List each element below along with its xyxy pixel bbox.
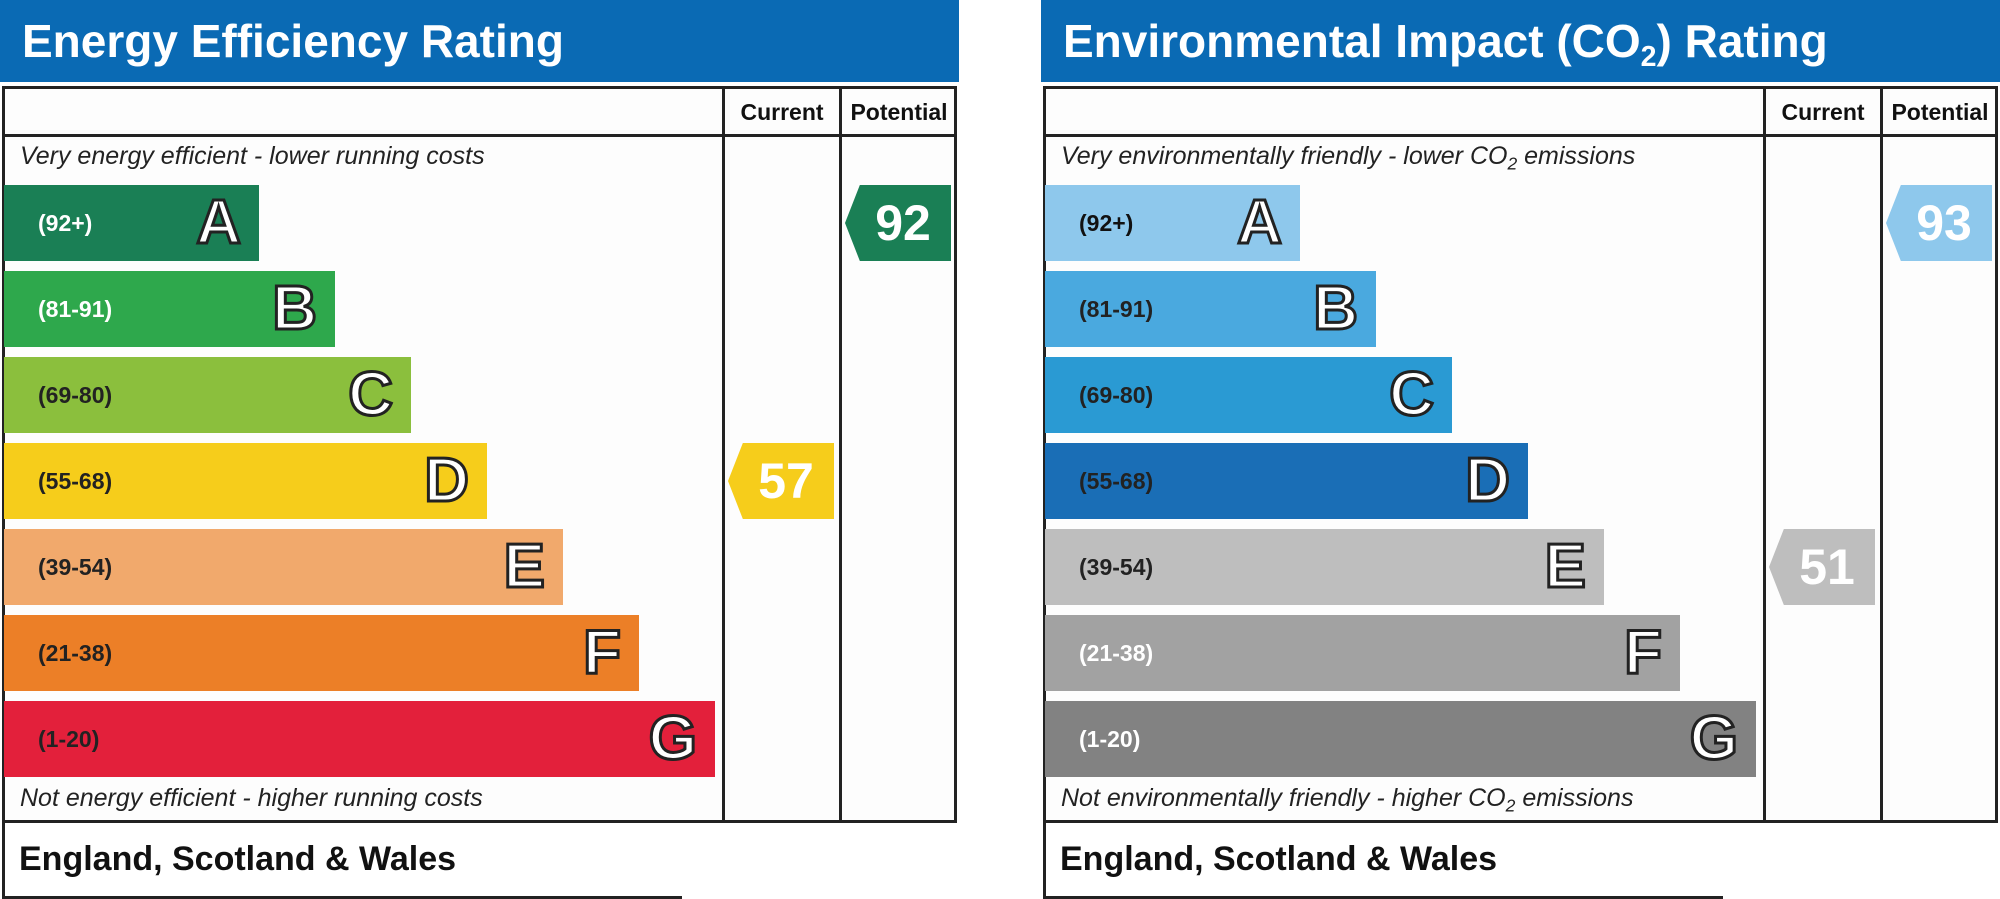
band-c: (69-80) C: [1045, 357, 1452, 433]
chart-title: Environmental Impact (CO2) Rating: [1041, 0, 2000, 82]
band-letter-label: G: [1688, 703, 1739, 775]
current-column-header: Current: [740, 99, 824, 125]
band-letter-label: A: [1236, 187, 1284, 259]
band-letter-label: F: [1623, 617, 1664, 689]
top-note-text: Very environmentally friendly - lower CO: [1061, 142, 1508, 170]
band-range-label: (69-80): [1079, 382, 1154, 408]
band-letter-label: C: [347, 359, 395, 431]
bottom-note: Not energy efficient - higher running co…: [20, 784, 483, 812]
potential-rating-marker: 92: [845, 185, 951, 261]
potential-column-header: Potential: [1891, 99, 1989, 125]
header-divider: [1043, 134, 1998, 137]
title-text: Environmental Impact (CO: [1063, 15, 1641, 67]
band-letter-label: G: [647, 703, 698, 775]
band-c: (69-80) C: [4, 357, 411, 433]
potential-column-divider: [1880, 86, 1883, 823]
top-note: Very environmentally friendly - lower CO…: [1061, 142, 1636, 174]
band-letter-label: E: [502, 531, 546, 603]
band-a: (92+) A: [4, 185, 259, 261]
band-range-label: (55-68): [38, 468, 113, 494]
band-range-label: (81-91): [1079, 296, 1154, 322]
band-b: (81-91) B: [1045, 271, 1376, 347]
band-letter-label: F: [582, 617, 623, 689]
band-range-label: (1-20): [1079, 726, 1141, 752]
potential-rating-marker: 93: [1886, 185, 1992, 261]
current-rating-marker: 51: [1769, 529, 1875, 605]
top-note: Very energy efficient - lower running co…: [20, 142, 485, 170]
band-g: (1-20) G: [1045, 701, 1756, 777]
band-range-label: (39-54): [38, 554, 113, 580]
bottom-note-subscript: 2: [1505, 795, 1516, 816]
band-range-label: (21-38): [1079, 640, 1154, 666]
bottom-note-suffix: emissions: [1515, 784, 1634, 812]
band-range-label: (81-91): [38, 296, 113, 322]
band-e: (39-54) E: [4, 529, 563, 605]
footer-box: England, Scotland & Wales: [2, 823, 682, 899]
band-d: (55-68) D: [1045, 443, 1528, 519]
band-range-label: (69-80): [38, 382, 113, 408]
band-letter-label: D: [423, 445, 471, 517]
band-letter-label: A: [195, 187, 243, 259]
band-b: (81-91) B: [4, 271, 335, 347]
header-divider: [2, 134, 957, 137]
band-letter-label: D: [1464, 445, 1512, 517]
current-rating-marker: 57: [728, 443, 834, 519]
band-range-label: (1-20): [38, 726, 100, 752]
top-note-subscript: 2: [1507, 153, 1518, 174]
band-letter-label: B: [271, 273, 319, 345]
bottom-note: Not environmentally friendly - higher CO…: [1061, 784, 1634, 816]
region-label: England, Scotland & Wales: [1060, 840, 1498, 878]
chart-title: Energy Efficiency Rating: [0, 0, 959, 82]
band-letter-label: B: [1312, 273, 1360, 345]
band-range-label: (55-68): [1079, 468, 1154, 494]
band-letter-label: E: [1543, 531, 1587, 603]
footer-box: England, Scotland & Wales: [1043, 823, 1723, 899]
band-range-label: (92+): [1079, 210, 1134, 236]
potential-column-header: Potential: [850, 99, 948, 125]
band-range-label: (39-54): [1079, 554, 1154, 580]
band-d: (55-68) D: [4, 443, 487, 519]
region-label: England, Scotland & Wales: [19, 840, 457, 878]
top-note-suffix: emissions: [1517, 142, 1636, 170]
potential-column-divider: [839, 86, 842, 823]
band-e: (39-54) E: [1045, 529, 1604, 605]
environmental-impact-chart: Environmental Impact (CO2) Rating Curren…: [1041, 0, 2000, 899]
current-column-divider: [1763, 86, 1766, 823]
energy-efficiency-chart: Energy Efficiency Rating Current Potenti…: [0, 0, 959, 899]
current-column-header: Current: [1781, 99, 1865, 125]
band-g: (1-20) G: [4, 701, 715, 777]
band-a: (92+) A: [1045, 185, 1300, 261]
band-range-label: (21-38): [38, 640, 113, 666]
title-suffix: ) Rating: [1656, 15, 1828, 67]
title-subscript: 2: [1640, 41, 1657, 74]
current-column-divider: [722, 86, 725, 823]
band-f: (21-38) F: [1045, 615, 1680, 691]
band-f: (21-38) F: [4, 615, 639, 691]
band-range-label: (92+): [38, 210, 93, 236]
band-letter-label: C: [1388, 359, 1436, 431]
bottom-note-text: Not environmentally friendly - higher CO: [1061, 784, 1506, 812]
